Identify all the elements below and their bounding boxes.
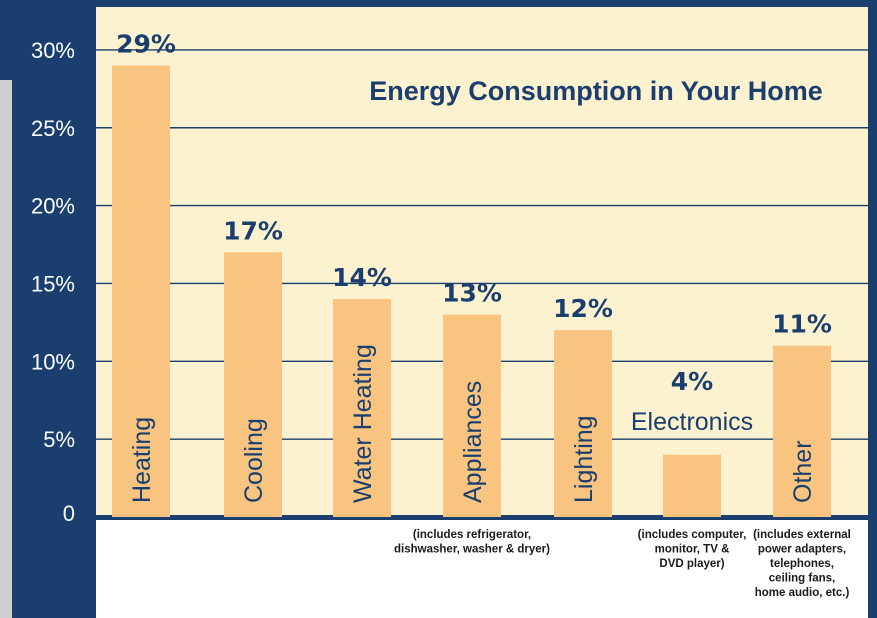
category-note-line: dishwasher, washer & dryer) [394, 544, 550, 556]
value-label: 4% [671, 367, 713, 396]
category-note-line: (includes computer, [638, 529, 747, 541]
category-note-line: telephones, [770, 558, 834, 570]
x-axis-line [96, 515, 868, 520]
bar-lighting [554, 330, 612, 517]
value-label: 11% [772, 310, 832, 339]
bar-electronics [663, 454, 721, 517]
y-tick-label: 25% [31, 116, 75, 141]
right-border [868, 0, 877, 618]
category-label: Appliances [459, 381, 487, 503]
y-axis-panel [12, 0, 96, 618]
side-strip [0, 80, 12, 618]
category-note-line: home audio, etc.) [755, 587, 850, 599]
value-label: 12% [553, 294, 613, 323]
category-note-line: (includes refrigerator, [413, 529, 531, 541]
y-tick-label: 15% [31, 271, 75, 296]
bar-appliances [443, 314, 501, 517]
category-note-line: power adapters, [758, 544, 846, 556]
value-label: 13% [442, 279, 502, 308]
y-tick-label: 10% [31, 349, 75, 374]
category-label: Other [789, 440, 817, 503]
category-note-line: (includes external [753, 529, 851, 541]
category-notes: (includes refrigerator, dishwasher, washe… [394, 529, 851, 599]
y-tick-label: 5% [43, 427, 75, 452]
chart-title: Energy Consumption in Your Home [369, 76, 823, 106]
bar-labels: 29% Heating 17% Cooling 14% Water Heating 13% A… [116, 29, 832, 503]
category-label: Cooling [240, 418, 268, 503]
bar-cooling [224, 252, 282, 517]
value-label: 14% [332, 263, 392, 292]
category-note-line: DVD player) [659, 558, 724, 570]
bars [112, 65, 831, 517]
y-tick-label: 0 [63, 501, 75, 526]
y-tick-label: 20% [31, 194, 75, 219]
value-label: 17% [223, 216, 283, 245]
notes-area [96, 520, 868, 618]
category-note-line: ceiling fans, [769, 573, 835, 585]
category-label: Lighting [570, 415, 598, 503]
bar-heating [112, 65, 170, 517]
category-label: Electronics [631, 408, 753, 436]
y-tick-label: 30% [31, 38, 75, 63]
category-note-line: monitor, TV & [655, 544, 730, 556]
category-label: Water Heating [349, 344, 377, 503]
bar-water-heating [333, 299, 391, 517]
value-label: 29% [116, 29, 176, 58]
y-axis-tick-labels: 0 5% 10% 15% 20% 25% 30% [31, 38, 75, 526]
bar-other [773, 345, 831, 517]
category-label: Heating [128, 417, 156, 503]
